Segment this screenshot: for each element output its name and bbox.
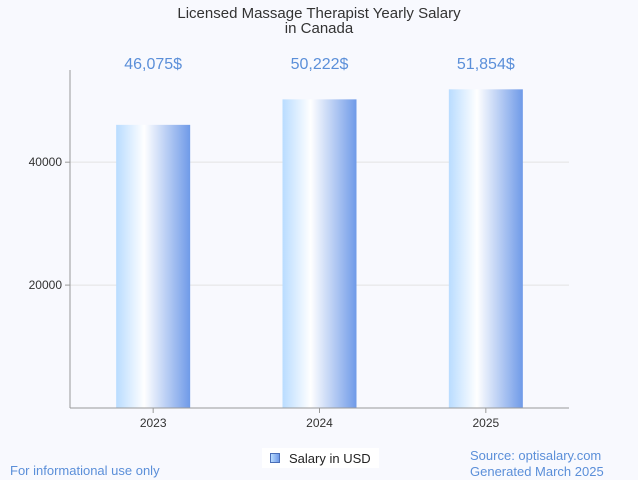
data-label-2024: 50,222$	[291, 56, 349, 73]
bar-2023	[116, 124, 191, 409]
bars	[116, 89, 523, 409]
legend: Salary in USD	[262, 448, 379, 468]
footer-source-text: Source: optisalary.com	[470, 448, 602, 463]
footer-source: Source: optisalary.com Generated March 2…	[470, 448, 604, 480]
bar-2024	[282, 99, 357, 409]
data-labels: 46,075$ 50,222$ 51,854$	[124, 56, 515, 73]
footer-disclaimer: For informational use only	[10, 463, 160, 478]
x-tick-label-2025: 2025	[472, 416, 499, 430]
x-tick-label-2024: 2024	[306, 416, 333, 430]
bar-2025	[448, 89, 523, 408]
y-tick-label-20000: 20000	[29, 278, 63, 292]
y-tick-label-40000: 40000	[29, 155, 63, 169]
data-label-2025: 51,854$	[457, 56, 515, 73]
footer-generated-text: Generated March 2025	[470, 464, 604, 479]
legend-swatch	[270, 453, 280, 463]
axes: 20000 40000 2023 2024 2025	[29, 70, 569, 430]
legend-label: Salary in USD	[289, 450, 371, 466]
chart-title-line-2: in Canada	[285, 20, 354, 37]
x-tick-label-2023: 2023	[140, 416, 167, 430]
chart-title-line-1: Licensed Massage Therapist Yearly Salary	[177, 5, 461, 22]
data-label-2023: 46,075$	[124, 56, 182, 73]
